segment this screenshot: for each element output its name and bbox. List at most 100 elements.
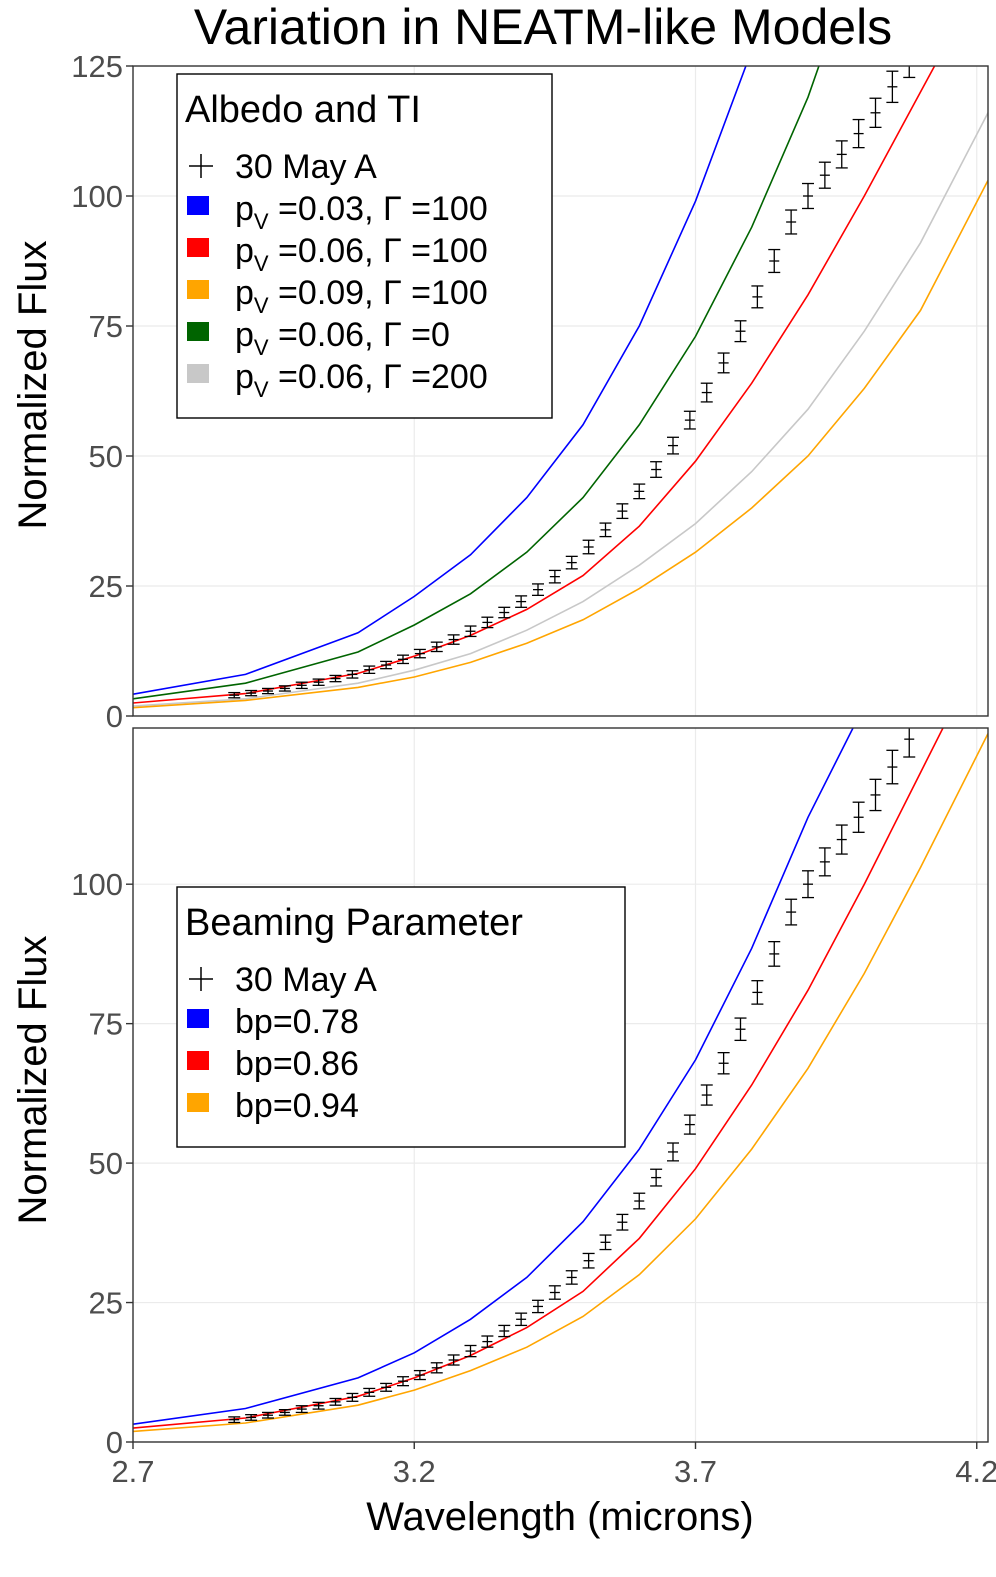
legend-swatch [187,238,209,257]
legend-swatch [187,1009,209,1028]
observed-point [565,555,578,570]
y-tick-label: 0 [106,699,123,734]
observed-point [734,1017,747,1042]
observed-point [498,1324,511,1338]
y-tick-label: 50 [89,439,123,474]
legend-swatch [187,1093,209,1112]
legend-item: pV =0.03, Γ =100 [187,190,488,234]
observed-point [616,503,629,520]
x-tick-label: 3.7 [674,1454,717,1489]
observed-point [329,674,342,683]
legend-item: bp=0.78 [187,1003,359,1041]
legend-item-observed: 30 May A [189,961,377,999]
observed-point [278,1408,291,1416]
observed-point [346,1392,359,1402]
observed-point [548,569,561,584]
observed-point [818,161,831,189]
y-tick-label: 100 [71,867,123,902]
observed-point [599,1234,612,1251]
observed-point [886,70,899,104]
observed-point [481,616,494,629]
observed-point [700,1084,713,1106]
model-curve [133,66,747,695]
legend-swatch [187,322,209,341]
observed-point [380,660,393,670]
observed-point [802,870,814,899]
legend-item: bp=0.94 [187,1087,359,1125]
panel-border-top [132,65,989,717]
legend-item: bp=0.86 [187,1045,359,1083]
observed-point [228,691,241,699]
observed-point [683,1114,696,1135]
panel-beaming: Normalized Flux 0 25 50 75 100 Beaming Param… [11,727,989,1460]
x-tick-label: 2.7 [111,1454,154,1489]
legend-label: pV =0.09, Γ =100 [235,274,488,318]
legend-item: pV =0.06, Γ =200 [187,358,488,402]
observed-point [886,749,899,785]
observed-point [633,1192,646,1210]
legend-label: bp=0.86 [235,1045,359,1083]
model-curve [133,728,944,1429]
observed-point [852,801,865,833]
legend-swatch [187,280,209,299]
observed-point [818,847,831,877]
y-axis-label-bottom: Normalized Flux [11,936,55,1225]
observed-point [278,685,291,692]
observed-point [802,182,814,210]
observed-point [768,248,781,274]
observed-point [295,681,308,690]
legend-label: bp=0.94 [235,1087,359,1125]
observed-point [430,1362,443,1374]
legend-box [176,73,553,419]
model-curve [133,728,854,1425]
observed-point [447,634,460,645]
observed-point [785,898,798,926]
y-ticks-bottom: 0 25 50 75 100 [71,867,133,1460]
y-tick-label: 25 [89,1286,123,1321]
observed-point [683,410,696,430]
observed-point [903,66,916,79]
observed-point [751,285,764,309]
legend-label: pV =0.06, Γ =0 [235,316,450,360]
observed-point [903,728,916,758]
legend-label: pV =0.03, Γ =100 [235,190,488,234]
legend-item: pV =0.06, Γ =100 [187,232,488,276]
y-tick-label: 125 [71,49,123,84]
observed-point [835,140,848,169]
legend-swatch [187,1051,209,1070]
legend-item: pV =0.09, Γ =100 [187,274,488,318]
model-curve [133,66,820,700]
observed-point [616,1213,629,1231]
x-tick-label: 3.2 [393,1454,436,1489]
observed-point [852,118,865,149]
observed-point [532,583,544,597]
chart-title: Variation in NEATM-like Models [194,0,892,55]
observed-point [464,1344,477,1358]
observed-point [498,606,511,619]
observed-point [650,461,663,478]
y-tick-label: 25 [89,569,123,604]
legend-label-observed: 30 May A [235,148,377,186]
observed-point [363,1387,376,1397]
observed-point [413,648,426,659]
observed-point [768,940,781,967]
model-curve [133,66,936,704]
observed-point [667,436,679,455]
y-axis-label-top: Normalized Flux [11,241,55,530]
observed-point [447,1354,460,1366]
legend-swatch [187,364,209,383]
observed-point [582,1252,595,1269]
observed-point [464,625,477,638]
observed-point [380,1382,393,1392]
observed-point [582,539,595,555]
observed-point [717,352,730,374]
observed-point [481,1335,494,1348]
legend-label-observed: 30 May A [235,961,377,999]
observed-point [785,209,798,235]
legend-label: pV =0.06, Γ =100 [235,232,488,276]
observed-point [329,1397,342,1406]
observed-point [397,654,409,665]
observed-point [599,522,612,538]
y-tick-label: 50 [89,1146,123,1181]
